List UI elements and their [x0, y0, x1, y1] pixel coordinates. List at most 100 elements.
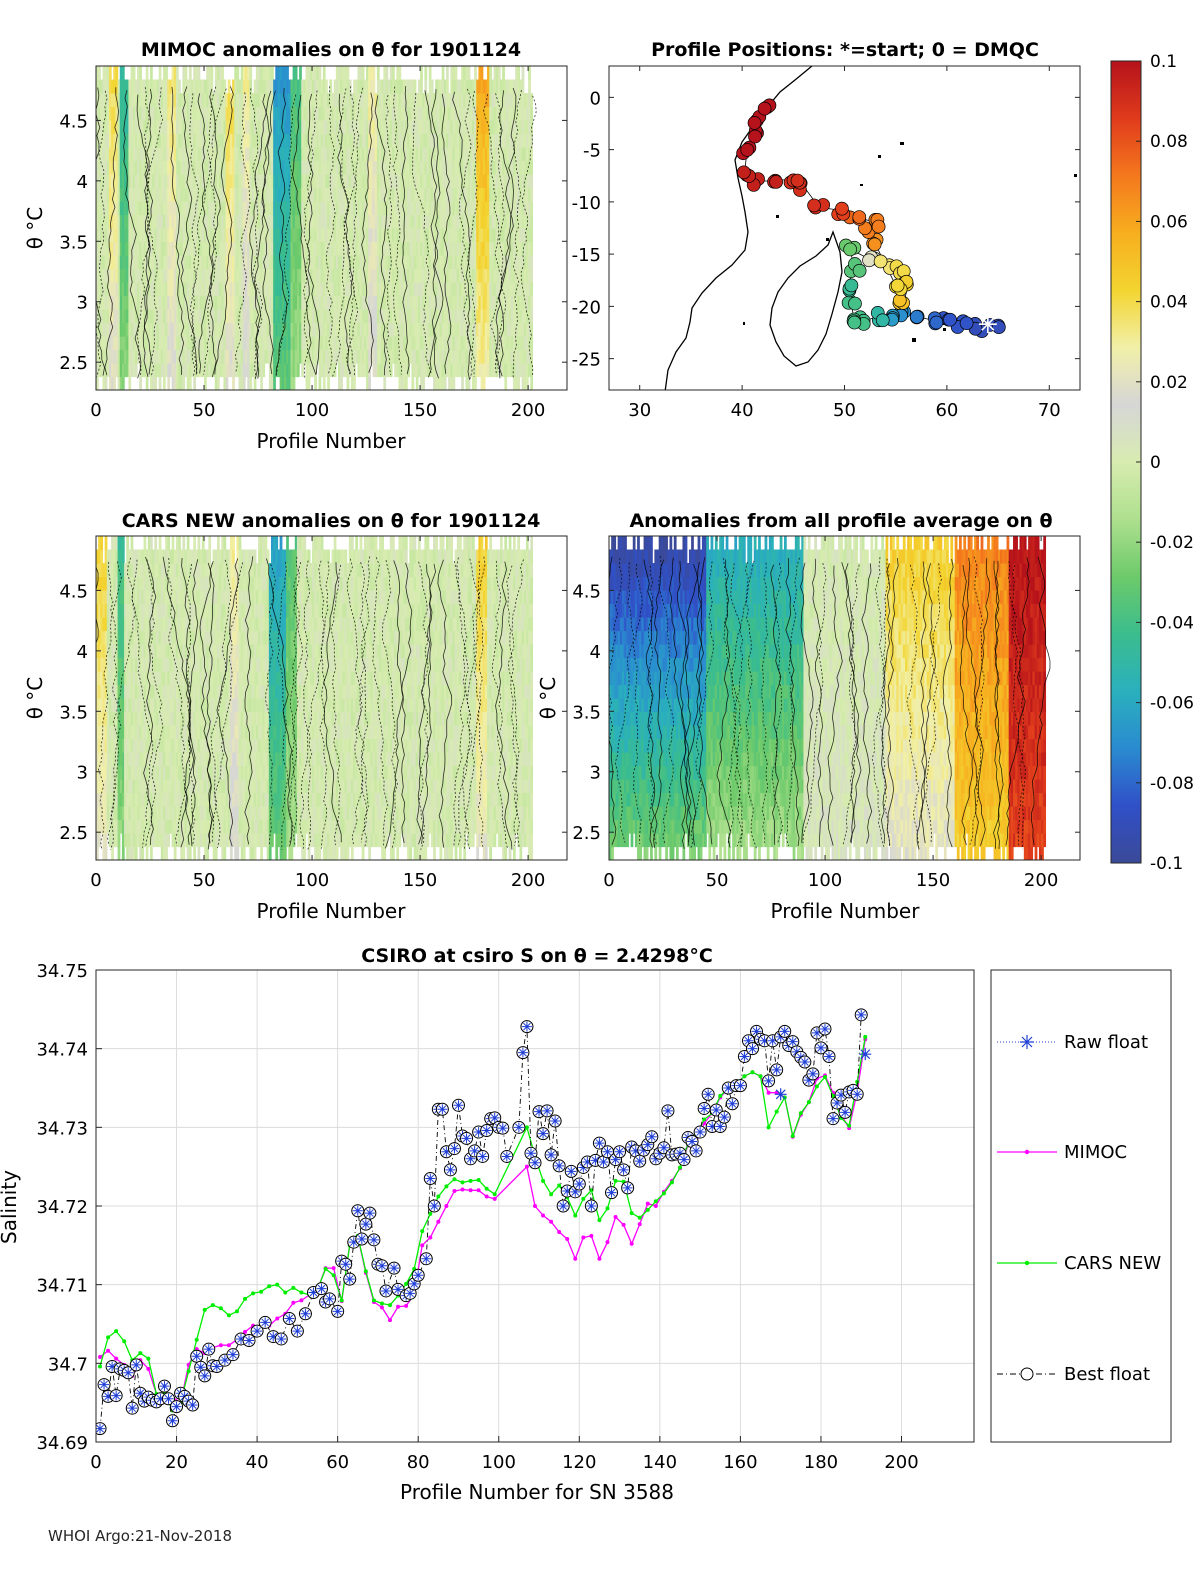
- heatmap-cell: [497, 174, 501, 189]
- heatmap-cell: [482, 241, 486, 256]
- heatmap-cell: [117, 349, 121, 364]
- heatmap-cell: [370, 147, 374, 162]
- heatmap-cell: [337, 349, 341, 364]
- heatmap-cell: [266, 349, 270, 364]
- heatmap-cell: [480, 214, 484, 229]
- heatmap-cell: [454, 160, 458, 175]
- heatmap-cell: [152, 228, 155, 243]
- heatmap-cell: [368, 349, 371, 364]
- heatmap-cell: [446, 228, 449, 243]
- heatmap-cell: [232, 268, 235, 283]
- heatmap-cell: [188, 295, 192, 310]
- heatmap-cell: [119, 66, 123, 81]
- heatmap-cell: [450, 106, 454, 121]
- heatmap-cell: [487, 336, 490, 351]
- heatmap-cell: [100, 765, 104, 780]
- heatmap-cell: [98, 590, 101, 605]
- positions-ticks: 30 40 50 60 700-5-10-15-20-25: [572, 66, 1080, 421]
- heatmap-cell: [314, 255, 317, 270]
- heatmap-cell: [128, 214, 132, 229]
- heatmap-cell: [104, 779, 108, 794]
- heatmap-cell: [260, 201, 263, 216]
- heatmap-cell: [528, 66, 531, 81]
- heatmap-cell: [420, 160, 423, 175]
- heatmap-cell: [325, 120, 328, 135]
- heatmap-cell: [376, 174, 380, 189]
- heatmap-cell: [201, 309, 205, 324]
- heatmap-cell: [528, 147, 531, 162]
- heatmap-cell: [402, 79, 406, 94]
- heatmap-cell: [487, 133, 490, 148]
- heatmap-cell: [411, 228, 415, 243]
- heatmap-cell: [271, 376, 274, 390]
- heatmap-cell: [340, 214, 343, 229]
- heatmap-cell: [437, 241, 441, 256]
- heatmap-cell: [124, 322, 127, 337]
- heatmap-cell: [430, 295, 434, 310]
- heatmap-cell: [506, 120, 510, 135]
- heatmap-cell: [461, 309, 464, 324]
- heatmap-cell: [273, 268, 276, 283]
- heatmap-cell: [404, 147, 408, 162]
- heatmap-cell: [353, 295, 356, 310]
- heatmap-cell: [482, 133, 486, 148]
- heatmap-cell: [104, 106, 108, 121]
- heatmap-cell: [288, 336, 292, 351]
- heatmap-cell: [288, 201, 292, 216]
- heatmap-cell: [251, 201, 255, 216]
- heatmap-cell: [404, 187, 408, 202]
- heatmap-cell: [106, 295, 110, 310]
- heatmap-cell: [258, 120, 261, 135]
- heatmap-cell: [216, 174, 220, 189]
- heatmap-cell: [247, 336, 250, 351]
- heatmap-cell: [279, 147, 283, 162]
- heatmap-cell: [137, 120, 140, 135]
- heatmap-cell: [141, 349, 145, 364]
- heatmap-cell: [268, 120, 272, 135]
- heatmap-cell: [260, 295, 263, 310]
- heatmap-cell: [98, 349, 101, 364]
- heatmap-cell: [102, 819, 106, 834]
- heatmap-cell: [327, 255, 330, 270]
- heatmap-cell: [227, 322, 231, 337]
- heatmap-cell: [437, 93, 441, 108]
- heatmap-cell: [370, 228, 374, 243]
- heatmap-cell: [417, 201, 421, 216]
- heatmap-cell: [407, 133, 410, 148]
- heatmap-cell: [266, 66, 270, 81]
- heatmap-cell: [530, 363, 534, 378]
- heatmap-cell: [292, 201, 296, 216]
- heatmap-cell: [368, 228, 371, 243]
- heatmap-cell: [426, 160, 430, 175]
- heatmap-cell: [469, 255, 473, 270]
- heatmap-cell: [193, 79, 196, 94]
- heatmap-cell: [480, 336, 484, 351]
- heatmap-cell: [495, 241, 499, 256]
- heatmap-cell: [268, 349, 272, 364]
- heatmap-cell: [96, 241, 99, 256]
- heatmap-cell: [385, 282, 389, 297]
- heatmap-cell: [528, 133, 531, 148]
- heatmap-cell: [417, 241, 421, 256]
- positions-map: [664, 66, 1077, 390]
- heatmap-cell: [296, 241, 300, 256]
- heatmap-cell: [130, 228, 134, 243]
- heatmap-cell: [214, 120, 218, 135]
- heatmap-cell: [115, 106, 119, 121]
- heatmap-cell: [219, 133, 222, 148]
- heatmap-cell: [448, 295, 451, 310]
- heatmap-cell: [102, 174, 106, 189]
- heatmap-cell: [409, 79, 413, 94]
- heatmap-cell: [394, 295, 397, 310]
- heatmap-cell: [316, 268, 320, 283]
- heatmap-cell: [106, 79, 110, 94]
- heatmap-cell: [219, 255, 222, 270]
- heatmap-cell: [420, 376, 423, 390]
- heatmap-cell: [258, 295, 261, 310]
- heatmap-cell: [430, 187, 434, 202]
- heatmap-cell: [162, 309, 166, 324]
- heatmap-cell: [474, 93, 477, 108]
- heatmap-cell: [402, 93, 406, 108]
- heatmap-cell: [482, 174, 486, 189]
- heatmap-cell: [484, 79, 488, 94]
